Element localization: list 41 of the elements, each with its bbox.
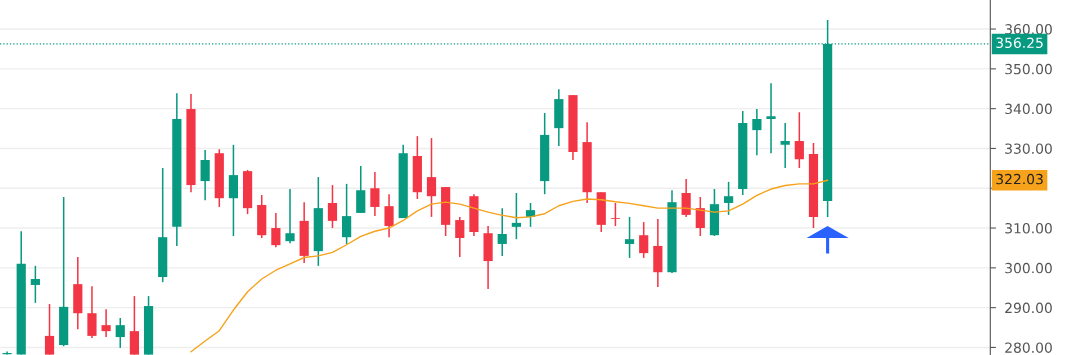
candlestick [356, 165, 366, 214]
candlestick [228, 144, 239, 237]
candlestick [370, 171, 380, 217]
y-tick-label: 300.00 [1005, 262, 1052, 274]
candlestick [497, 207, 507, 257]
candlestick [115, 317, 125, 349]
candlestick [610, 202, 621, 227]
candlestick [129, 295, 139, 355]
candlestick [2, 350, 12, 355]
y-tick-label: 350.00 [1005, 63, 1052, 75]
candlestick [766, 82, 776, 154]
candlestick [30, 265, 40, 304]
ref-line-label: 356.25 [996, 37, 1043, 49]
candlestick [780, 122, 790, 169]
candlestick [455, 216, 465, 258]
candlestick [285, 188, 295, 244]
candlestick [695, 196, 705, 237]
text: 322.03 [996, 173, 1043, 185]
candlestick [752, 108, 762, 156]
y-tick-label: 330.00 [1005, 143, 1052, 154]
candlestick [723, 181, 734, 216]
candlestick [200, 149, 210, 201]
candlestick [101, 308, 111, 338]
candlestick [342, 183, 352, 245]
candlestick [87, 285, 97, 339]
y-tick-label: 280.00 [1005, 342, 1052, 353]
candlestick [511, 192, 521, 240]
candlestick [426, 137, 437, 218]
candlestick [794, 111, 804, 169]
y-tick-label: 310.00 [1005, 223, 1052, 234]
y-tick-label: 340.00 [1005, 103, 1052, 115]
y-tick-label: 360.00 [1005, 24, 1052, 35]
candlestick [639, 221, 649, 259]
line-series [190, 179, 829, 353]
candlestick [624, 216, 635, 259]
candlestick [44, 303, 55, 355]
candlestick [271, 212, 281, 248]
y-tick-label: 290.00 [1005, 302, 1052, 314]
candlestick [384, 193, 394, 238]
candlestick [327, 184, 338, 229]
candlestick [681, 178, 691, 218]
